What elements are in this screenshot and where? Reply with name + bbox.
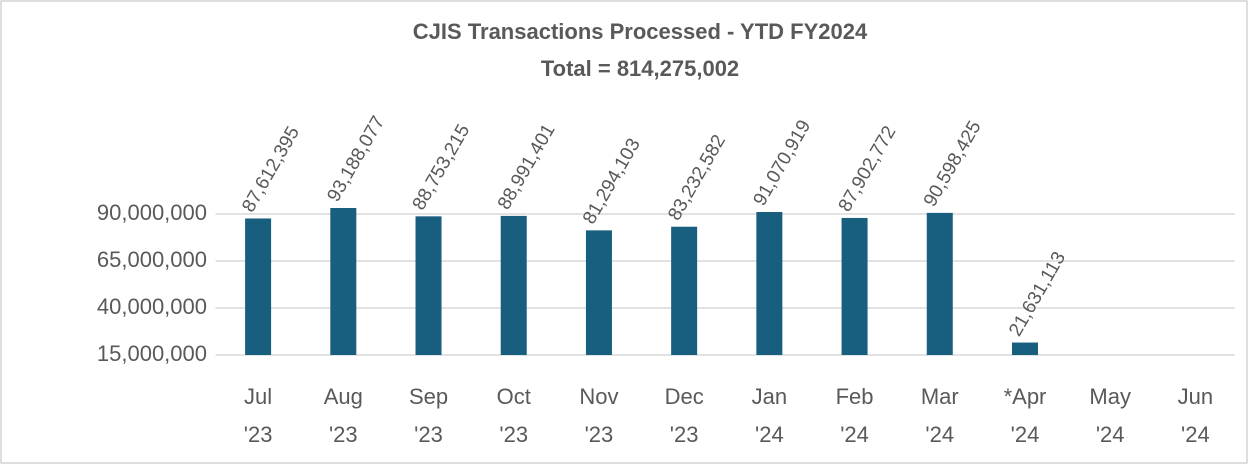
- x-tick-label: Nov '23: [579, 384, 618, 447]
- bar: [500, 215, 527, 355]
- x-tick-label: Jan '24: [752, 384, 787, 447]
- bar: [415, 216, 442, 355]
- bar: [671, 226, 698, 355]
- x-tick-label: Jul '23: [244, 384, 273, 447]
- bar: [245, 218, 272, 355]
- chart-title: CJIS Transactions Processed - YTD FY2024: [413, 19, 868, 44]
- x-tick-label: Jun '24: [1178, 384, 1213, 447]
- x-tick-label: Sep '23: [409, 384, 448, 447]
- x-tick-label: May '24: [1089, 384, 1131, 447]
- bar: [330, 208, 357, 355]
- x-tick-label: *Apr '24: [1004, 384, 1047, 447]
- y-tick-label: 15,000,000: [97, 341, 207, 366]
- bar: [926, 212, 953, 355]
- x-tick-label: Dec '23: [665, 384, 704, 447]
- x-tick-label: Mar '24: [921, 384, 959, 447]
- x-tick-label: Aug '23: [324, 384, 363, 447]
- bar: [841, 217, 868, 355]
- y-tick-label: 65,000,000: [97, 247, 207, 272]
- bar: [1011, 342, 1038, 355]
- bar: [585, 230, 612, 355]
- y-tick-label: 40,000,000: [97, 294, 207, 319]
- x-tick-label: Oct '23: [497, 384, 531, 447]
- x-tick-label: Feb '24: [836, 384, 874, 447]
- chart-subtitle: Total = 814,275,002: [541, 56, 739, 81]
- bar: [756, 211, 783, 355]
- y-tick-label: 90,000,000: [97, 200, 207, 225]
